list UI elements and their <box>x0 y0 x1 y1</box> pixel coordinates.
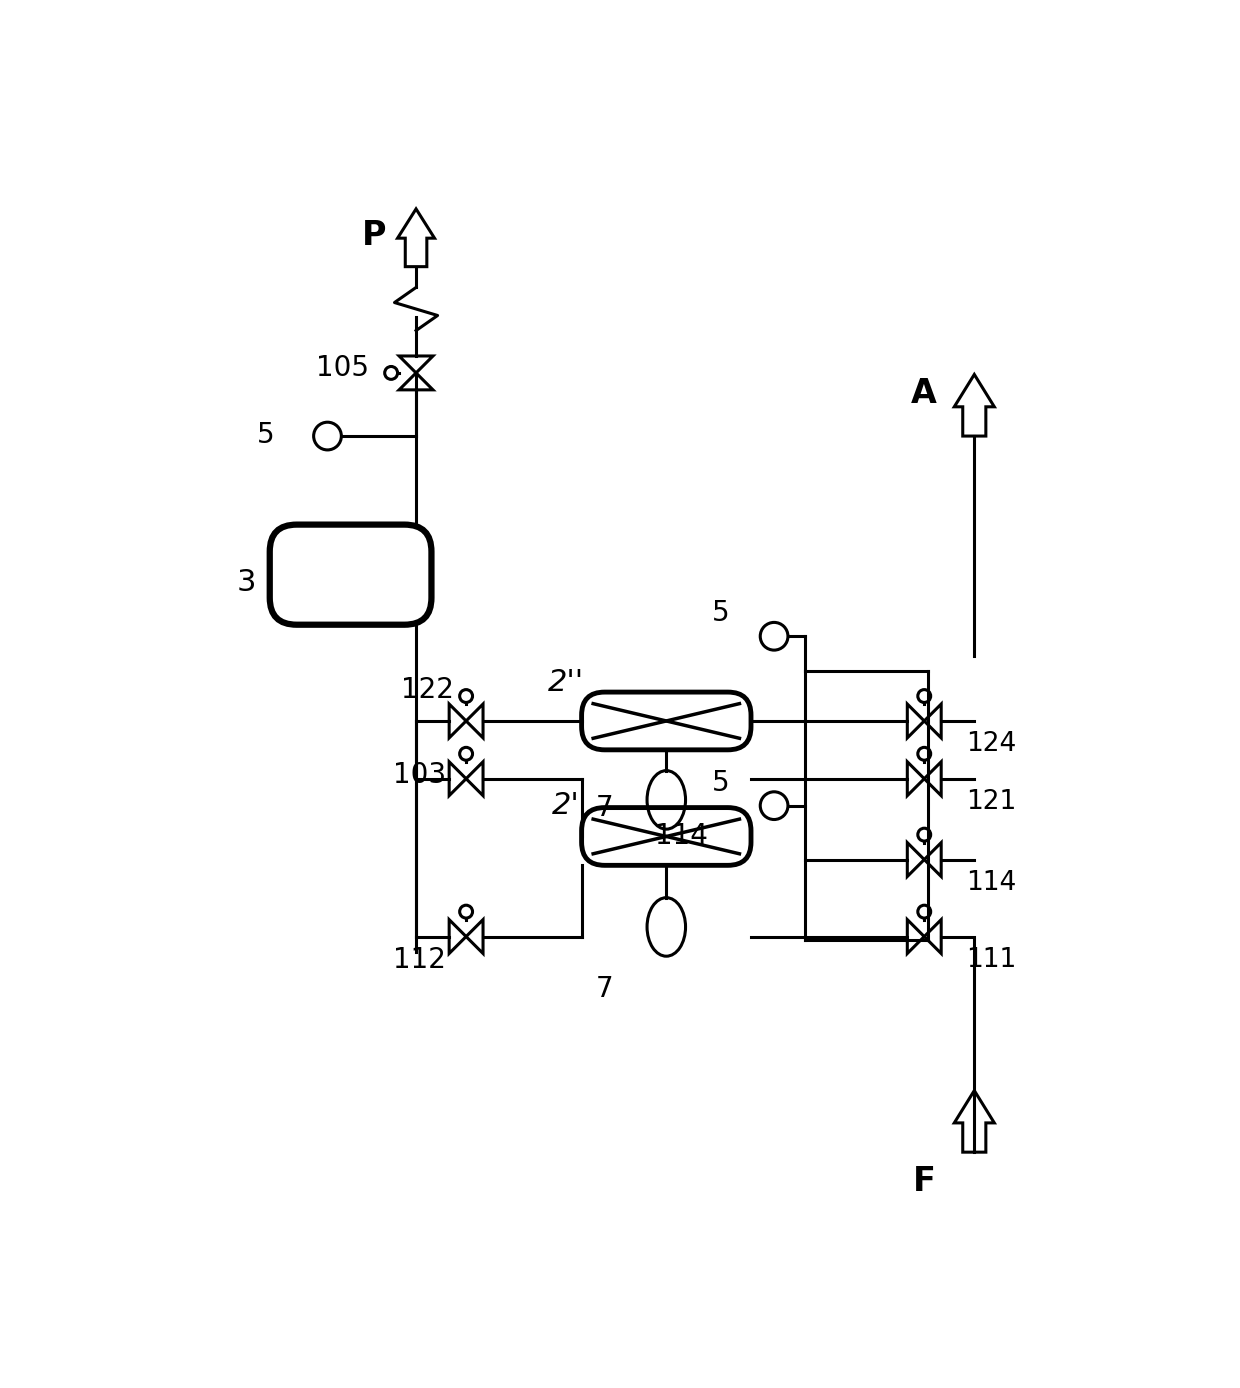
Text: F: F <box>913 1165 936 1198</box>
Text: 2': 2' <box>552 791 580 820</box>
Polygon shape <box>924 762 941 795</box>
Polygon shape <box>449 920 466 954</box>
Text: 112: 112 <box>393 945 446 973</box>
Text: 103: 103 <box>393 761 446 788</box>
Text: 7: 7 <box>596 794 614 822</box>
Polygon shape <box>924 843 941 876</box>
Text: 2'': 2'' <box>548 668 584 697</box>
Polygon shape <box>398 210 434 266</box>
Text: 114: 114 <box>967 870 1017 895</box>
Polygon shape <box>399 373 433 390</box>
Polygon shape <box>955 1091 994 1152</box>
Polygon shape <box>908 843 924 876</box>
Text: 122: 122 <box>402 676 454 704</box>
Text: 114: 114 <box>655 823 708 851</box>
Polygon shape <box>908 762 924 795</box>
Polygon shape <box>955 375 994 436</box>
Polygon shape <box>924 920 941 954</box>
Polygon shape <box>924 704 941 738</box>
FancyBboxPatch shape <box>270 525 432 625</box>
Text: A: A <box>911 378 937 411</box>
Polygon shape <box>449 704 466 738</box>
Polygon shape <box>908 704 924 738</box>
Text: P: P <box>361 219 386 253</box>
Text: 7: 7 <box>596 974 614 1002</box>
Text: 5: 5 <box>712 600 729 627</box>
Text: 111: 111 <box>967 947 1017 973</box>
Text: 3: 3 <box>237 568 257 597</box>
FancyBboxPatch shape <box>582 808 751 865</box>
Polygon shape <box>466 762 484 795</box>
Text: 124: 124 <box>967 731 1017 756</box>
Text: 121: 121 <box>967 788 1017 815</box>
Text: 105: 105 <box>316 354 370 382</box>
Polygon shape <box>908 920 924 954</box>
Polygon shape <box>466 704 484 738</box>
Text: 5: 5 <box>257 421 275 448</box>
Polygon shape <box>466 920 484 954</box>
Polygon shape <box>449 762 466 795</box>
Text: 5: 5 <box>712 769 729 797</box>
Polygon shape <box>399 355 433 373</box>
FancyBboxPatch shape <box>582 693 751 750</box>
